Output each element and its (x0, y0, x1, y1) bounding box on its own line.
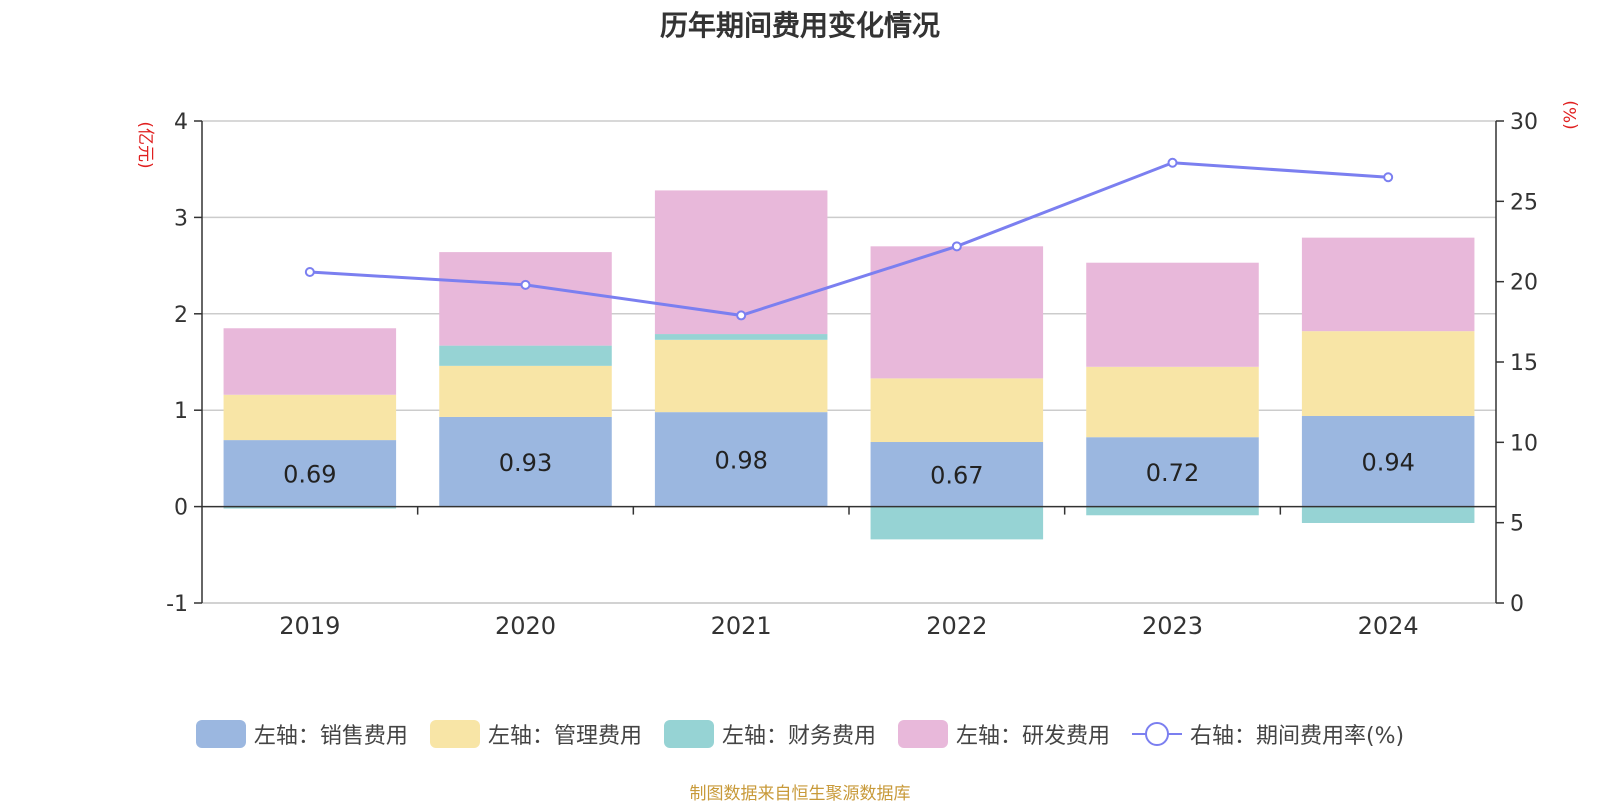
left-tick-label: 1 (174, 399, 188, 424)
bar-sales (1086, 437, 1259, 507)
bar-admin (1301, 331, 1475, 416)
left-tick-label: 0 (174, 496, 188, 521)
bar-rnd (439, 252, 612, 346)
right-tick-label: 15 (1510, 351, 1538, 376)
bar-rnd (223, 328, 397, 395)
left-tick-label: 4 (174, 110, 188, 135)
right-tick-label: 30 (1510, 110, 1538, 135)
legend-label-rnd: 左轴：研发费用 (955, 724, 1110, 749)
bar-finance (654, 334, 828, 340)
chart-title: 历年期间费用变化情况 (659, 9, 940, 42)
bar-data-label: 0.69 (283, 460, 336, 488)
legend-line-marker-icon (1131, 720, 1182, 748)
legend-swatch-admin (429, 720, 480, 748)
left-tick-label: 2 (174, 303, 188, 328)
right-tick-label: 20 (1510, 271, 1538, 296)
legend-item-admin[interactable]: 左轴：管理费用 (429, 718, 642, 750)
x-tick-label: 2021 (711, 612, 772, 640)
bar-sales (1301, 415, 1475, 507)
bar-finance (1301, 506, 1475, 523)
bar-admin (870, 378, 1044, 443)
legend: 左轴：销售费用 左轴：管理费用 左轴：财务费用 左轴：研发费用 右轴：期间费用率… (0, 718, 1600, 750)
expense-ratio-point (1383, 172, 1394, 183)
bar-data-label: 0.98 (714, 446, 767, 474)
x-tick-label: 2019 (279, 612, 340, 640)
right-axis-unit: (%) (1561, 100, 1581, 129)
bar-data-label: 0.94 (1361, 448, 1414, 476)
left-tick-label: -1 (166, 592, 188, 617)
bar-data-label: 0.67 (930, 461, 983, 489)
left-axis-unit: (亿元) (135, 121, 155, 168)
expense-ratio-point (304, 267, 315, 278)
expense-ratio-point (1167, 157, 1178, 168)
bar-sales (870, 442, 1044, 507)
legend-label-finance: 左轴：财务费用 (721, 724, 876, 749)
chart-canvas: -1 0 1 2 3 4 0 5 10 15 20 25 30 0.69 0.93 0.98 0.67 0.72 0… (135, 100, 1581, 640)
x-tick-label: 2023 (1142, 612, 1203, 640)
bar-admin (223, 394, 397, 441)
bar-sales (654, 412, 828, 507)
bar-finance (439, 345, 612, 366)
legend-swatch-finance (663, 720, 714, 748)
right-tick-label: 5 (1510, 512, 1524, 537)
bar-rnd (1301, 237, 1475, 332)
bar-data-label: 0.93 (499, 449, 552, 477)
bar-sales (223, 440, 397, 507)
bar-rnd (870, 246, 1044, 379)
bar-rnd (1086, 262, 1259, 367)
legend-label-expense-ratio: 右轴：期间费用率(%) (1189, 724, 1405, 749)
legend-item-rnd[interactable]: 左轴：研发费用 (897, 718, 1110, 750)
left-tick-label: 3 (174, 206, 188, 231)
right-tick-label: 0 (1510, 592, 1524, 617)
bar-finance (870, 506, 1044, 540)
legend-label-admin: 左轴：管理费用 (487, 724, 642, 749)
bar-finance (223, 506, 397, 509)
expense-ratio-point (736, 310, 747, 321)
legend-swatch-sales (195, 720, 246, 748)
expense-ratio-line (309, 161, 1389, 317)
expense-ratio-point (951, 241, 962, 252)
x-tick-label: 2020 (495, 612, 556, 640)
legend-item-sales[interactable]: 左轴：销售费用 (195, 718, 408, 750)
bar-finance (1086, 506, 1259, 516)
legend-label-sales: 左轴：销售费用 (253, 724, 408, 749)
expense-ratio-point (520, 279, 531, 290)
x-tick-label: 2022 (926, 612, 987, 640)
source-note: 制图数据来自恒生聚源数据库 (689, 784, 911, 804)
right-tick-label: 25 (1510, 190, 1538, 215)
bar-admin (439, 365, 612, 417)
legend-item-finance[interactable]: 左轴：财务费用 (663, 718, 876, 750)
x-tick-label: 2024 (1358, 612, 1419, 640)
bar-sales (439, 416, 612, 507)
legend-item-expense-ratio[interactable]: 右轴：期间费用率(%) (1131, 718, 1405, 750)
bar-admin (1086, 366, 1259, 438)
bar-data-label: 0.72 (1146, 459, 1199, 487)
bar-admin (654, 339, 828, 413)
right-tick-label: 10 (1510, 431, 1538, 456)
legend-swatch-rnd (897, 720, 948, 748)
bar-rnd (654, 190, 828, 335)
